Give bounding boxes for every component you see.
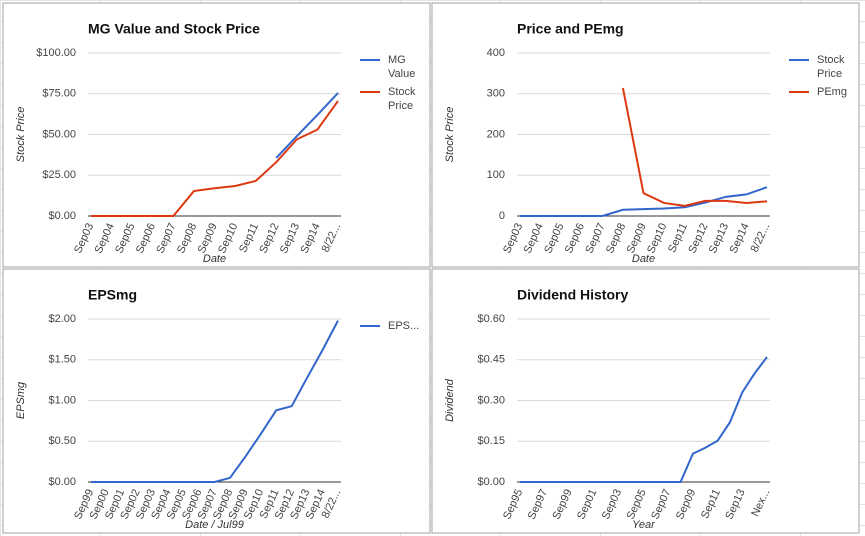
x-axis-title: Date xyxy=(203,253,226,265)
y-tick-label: $0.15 xyxy=(477,435,505,447)
y-tick-label: 200 xyxy=(487,128,505,140)
legend-label: PEmg xyxy=(817,86,847,98)
y-tick-label: $100.00 xyxy=(36,47,76,59)
x-axis-title: Date / Jul99 xyxy=(185,519,244,531)
legend-label: EPS... xyxy=(388,320,419,332)
series-line xyxy=(275,92,339,159)
x-axis-title: Date xyxy=(632,253,655,265)
legend-label: MG Value xyxy=(388,54,415,80)
series-line xyxy=(520,356,768,483)
y-axis-title: Stock Price xyxy=(15,107,27,163)
y-tick-label: $1.00 xyxy=(48,394,76,406)
chart-title: MG Value and Stock Price xyxy=(88,21,260,37)
y-axis-title: Dividend xyxy=(444,378,456,422)
y-tick-label: 400 xyxy=(487,47,505,59)
y-tick-label: 0 xyxy=(499,210,505,222)
chart-panel: Dividend History Dividend Year $0.00 $0.15 $0… xyxy=(431,268,860,534)
y-tick-label: $0.00 xyxy=(477,476,505,488)
chart-title: EPSmg xyxy=(88,287,137,303)
y-tick-label: $1.50 xyxy=(48,354,76,366)
y-axis-title: EPSmg xyxy=(15,381,27,419)
y-tick-label: $0.60 xyxy=(477,313,505,325)
series-line xyxy=(520,186,768,217)
chart-panel: EPSmg EPSmg Date / Jul99 $0.00 $0.50 $1.00 $1.… xyxy=(2,268,431,534)
y-tick-label: $0.00 xyxy=(48,476,76,488)
y-tick-label: $0.45 xyxy=(477,354,505,366)
y-tick-label: $25.00 xyxy=(42,169,76,181)
x-axis-title: Year xyxy=(632,519,656,531)
y-tick-label: $2.00 xyxy=(48,313,76,325)
chart-title: Dividend History xyxy=(517,287,628,303)
y-tick-label: 300 xyxy=(487,88,505,100)
legend-label: Stock Price xyxy=(817,54,845,80)
y-tick-label: $0.50 xyxy=(48,435,76,447)
y-tick-label: $50.00 xyxy=(42,128,76,140)
series-line xyxy=(91,100,339,217)
y-tick-label: 100 xyxy=(487,169,505,181)
chart-title: Price and PEmg xyxy=(517,21,624,37)
y-tick-label: $75.00 xyxy=(42,88,76,100)
y-tick-label: $0.00 xyxy=(48,210,76,222)
y-tick-label: $0.30 xyxy=(477,394,505,406)
legend-label: Stock Price xyxy=(388,86,416,112)
chart-panel: MG Value and Stock Price Stock Price Date $… xyxy=(2,2,431,268)
chart-panel: Price and PEmg Stock Price Date 0 100 200 300 4… xyxy=(431,2,860,268)
y-axis-title: Stock Price xyxy=(444,107,456,163)
series-line xyxy=(621,87,768,207)
series-line xyxy=(91,320,339,483)
